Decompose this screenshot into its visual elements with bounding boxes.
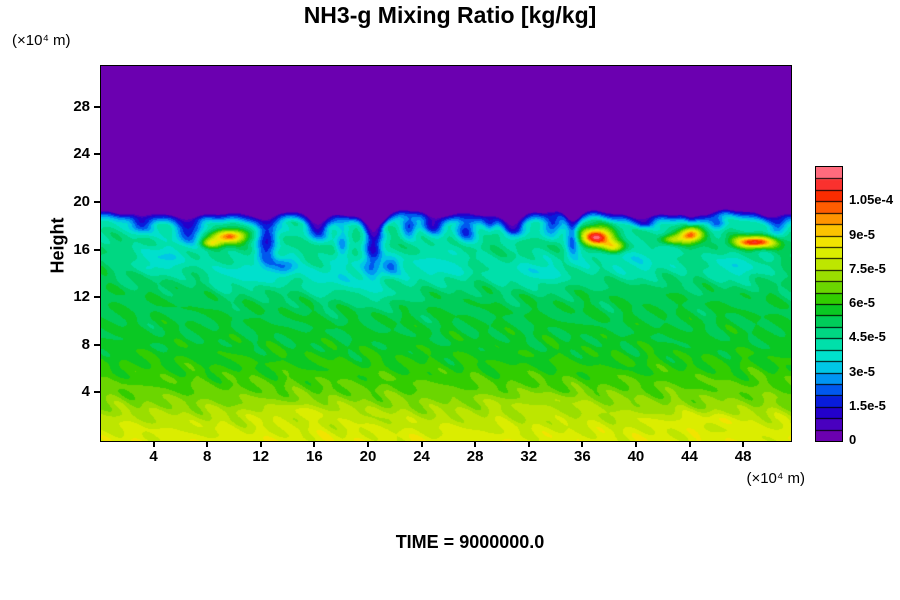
y-tick-label: 24	[73, 145, 90, 163]
x-tick-mark	[420, 441, 423, 447]
colorbar-tick-label: 1.5e-5	[849, 397, 886, 413]
y-tick-label: 4	[81, 383, 90, 401]
x-tick-label: 40	[627, 448, 645, 465]
x-tick-label: 24	[413, 448, 430, 465]
x-tick-mark	[742, 441, 745, 447]
x-tick-mark	[259, 441, 262, 447]
x-tick-label: 44	[681, 448, 698, 465]
x-tick-mark	[474, 441, 477, 447]
colorbar-tick-label: 0	[849, 432, 857, 447]
x-tick-mark	[581, 441, 584, 447]
time-label: TIME = 9000000.0	[395, 532, 545, 552]
y-tick-mark	[94, 343, 100, 346]
x-tick-label: 8	[203, 448, 212, 465]
colorbar-tick-label: 4.5e-5	[849, 329, 886, 345]
x-tick-label: 36	[573, 448, 591, 465]
x-tick-label: 16	[306, 448, 323, 465]
x-tick-label: 20	[359, 448, 377, 465]
heatmap-plot-area	[100, 65, 792, 442]
x-tick-mark	[152, 441, 155, 447]
x-tick-label: 48	[734, 448, 752, 465]
x-tick-mark	[313, 441, 316, 447]
colorbar-tick-label: 3e-5	[849, 363, 876, 379]
chart-title: NH3-g Mixing Ratio [kg/kg]	[303, 2, 597, 28]
x-tick-mark	[366, 441, 369, 447]
y-tick-label: 28	[73, 97, 90, 115]
y-tick-mark	[94, 391, 100, 394]
colorbar-tick-label: 9e-5	[849, 226, 876, 242]
y-tick-mark	[94, 200, 100, 203]
y-tick-label: 16	[73, 240, 90, 258]
colorbar-tick-label: 6e-5	[849, 295, 876, 310]
y-tick-label: 20	[73, 192, 90, 210]
y-tick-label: 8	[81, 335, 90, 353]
x-axis-unit-label: (×10⁴ m)	[746, 470, 805, 487]
y-tick-mark	[94, 153, 100, 156]
y-tick-mark	[94, 296, 100, 299]
y-tick-mark	[94, 105, 100, 108]
x-tick-label: 32	[520, 448, 538, 465]
colorbar	[815, 166, 843, 442]
x-tick-label: 4	[149, 448, 158, 465]
x-tick-mark	[206, 441, 209, 447]
y-tick-mark	[94, 248, 100, 251]
x-tick-label: 28	[466, 448, 484, 465]
x-tick-mark	[527, 441, 530, 447]
x-tick-mark	[634, 441, 637, 447]
colorbar-tick-label: 1.05e-4	[849, 192, 894, 208]
y-axis-unit-label: (×10⁴ m)	[12, 32, 71, 49]
x-tick-mark	[688, 441, 691, 447]
colorbar-tick-label: 7.5e-5	[849, 260, 886, 276]
x-tick-label: 12	[252, 448, 270, 465]
y-tick-label: 12	[73, 288, 90, 306]
